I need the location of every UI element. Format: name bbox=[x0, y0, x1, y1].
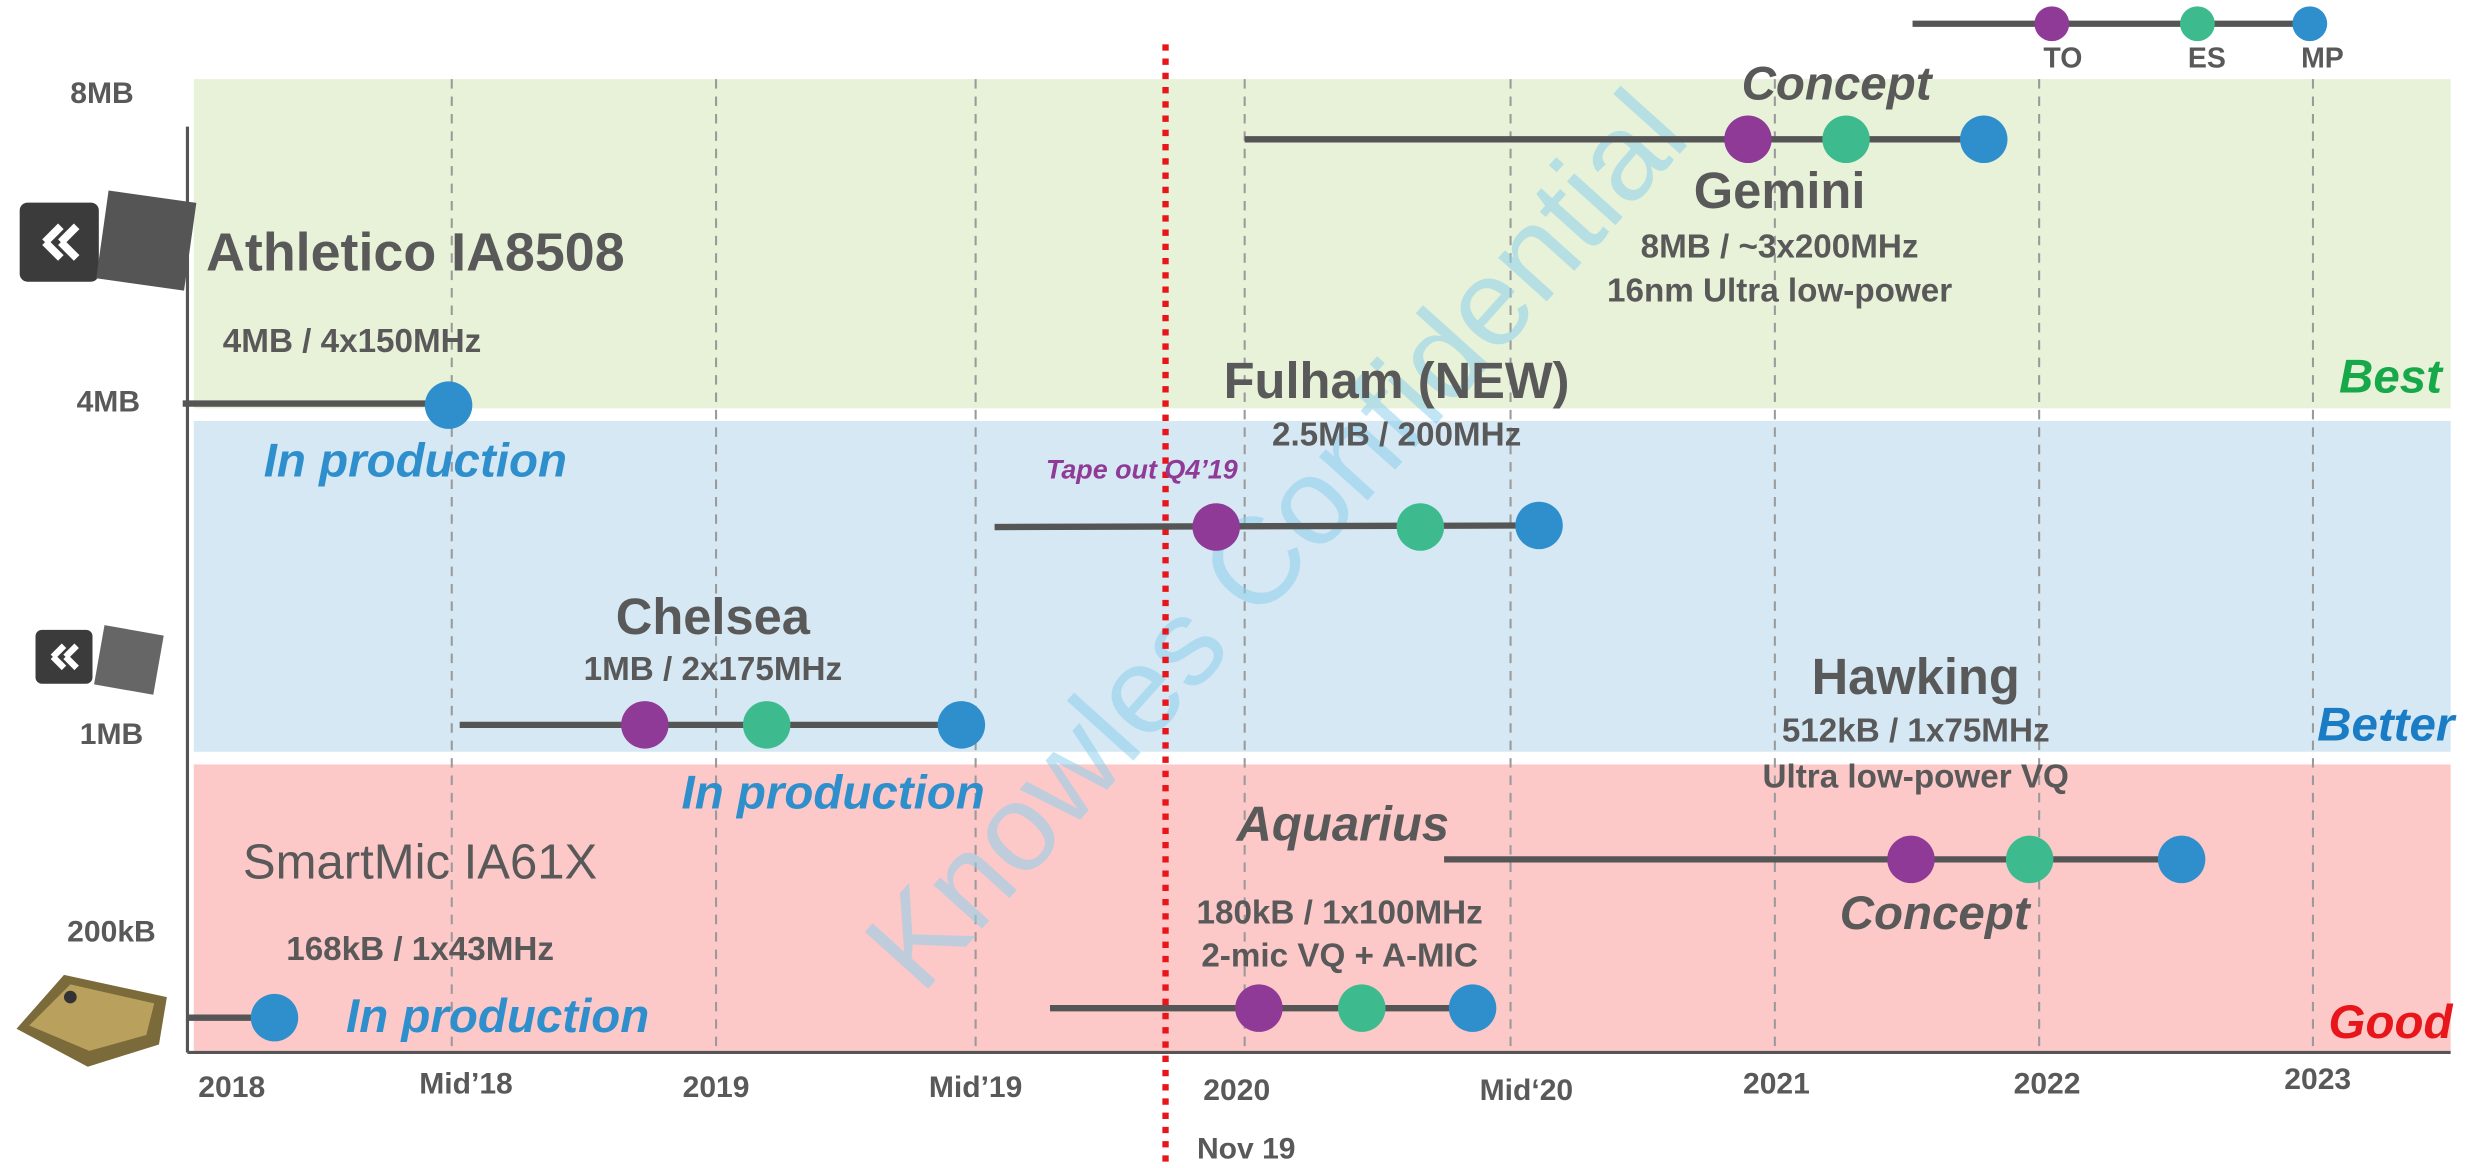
milestone bbox=[1822, 115, 1870, 164]
product-name: Chelsea bbox=[616, 588, 811, 645]
x-label: 2023 bbox=[2284, 1063, 2351, 1096]
product-name: Aquarius bbox=[1236, 798, 1450, 852]
product-name: SmartMic IA61X bbox=[243, 836, 597, 890]
product-status: Concept bbox=[1840, 887, 2032, 940]
milestone bbox=[621, 701, 669, 749]
shape bbox=[94, 625, 164, 695]
product-spec: 16nm Ultra low-power bbox=[1607, 273, 1952, 310]
x-label: 2018 bbox=[198, 1071, 265, 1104]
marker-label: Nov 19 bbox=[1197, 1133, 1296, 1166]
milestone bbox=[2005, 835, 2054, 884]
y-label: 1MB bbox=[80, 718, 143, 751]
product-status: In production bbox=[346, 990, 649, 1043]
tier-label: Good bbox=[2329, 996, 2454, 1049]
timeline bbox=[994, 522, 1540, 531]
x-label: Mid’18 bbox=[419, 1068, 513, 1101]
milestone bbox=[1515, 501, 1563, 550]
chip-icon bbox=[16, 190, 197, 1067]
band-better bbox=[193, 420, 2451, 752]
milestone bbox=[937, 701, 986, 749]
milestone bbox=[1448, 984, 1497, 1032]
milestone bbox=[250, 993, 299, 1042]
milestone bbox=[1192, 503, 1240, 551]
x-label: 2019 bbox=[683, 1071, 750, 1104]
product-status: In production bbox=[264, 434, 567, 487]
milestone bbox=[2180, 6, 2215, 42]
product-name: Hawking bbox=[1812, 648, 2020, 705]
x-label: 2021 bbox=[1743, 1068, 1810, 1101]
x-label: 2022 bbox=[2014, 1068, 2081, 1101]
shape bbox=[96, 190, 197, 291]
product-spec: 168kB / 1x43MHz bbox=[286, 931, 554, 968]
product-spec: 512kB / 1x75MHz bbox=[1782, 713, 2050, 750]
product-spec: 8MB / ~3x200MHz bbox=[1641, 228, 1919, 265]
tier-label: Better bbox=[2317, 699, 2457, 752]
product-name: Fulham (NEW) bbox=[1224, 352, 1570, 409]
x-label: 2020 bbox=[1203, 1074, 1270, 1107]
product-spec: Ultra low-power VQ bbox=[1763, 758, 2069, 795]
milestone bbox=[742, 701, 791, 749]
product-spec: 2-mic VQ + A-MIC bbox=[1201, 937, 1478, 974]
product-spec: 4MB / 4x150MHz bbox=[223, 323, 481, 360]
product-note: Tape out Q4’19 bbox=[1046, 455, 1238, 485]
y-label: 8MB bbox=[70, 77, 133, 110]
product-spec: 2.5MB / 200MHz bbox=[1272, 417, 1521, 454]
y-label: 200kB bbox=[67, 916, 156, 949]
milestone bbox=[64, 990, 77, 1004]
shape bbox=[50, 643, 79, 671]
product-name: Gemini bbox=[1694, 162, 1866, 219]
band-good bbox=[193, 764, 2451, 1051]
milestone bbox=[2157, 835, 2206, 884]
milestone bbox=[2292, 6, 2328, 42]
legend-label: ES bbox=[2188, 43, 2226, 75]
product-spec: 180kB / 1x100MHz bbox=[1197, 895, 1483, 932]
legend: TO ES MP bbox=[1912, 6, 2344, 75]
y-label: 4MB bbox=[77, 386, 140, 419]
x-label: Mid‘20 bbox=[1480, 1074, 1574, 1107]
product-spec: 1MB / 2x175MHz bbox=[584, 651, 842, 688]
milestone bbox=[1724, 115, 1772, 164]
milestone bbox=[1235, 984, 1283, 1032]
milestone bbox=[424, 381, 473, 429]
product-status: In production bbox=[682, 767, 985, 820]
tier-label: Best bbox=[2339, 350, 2444, 403]
band-best bbox=[193, 79, 2451, 409]
shape bbox=[19, 202, 99, 282]
milestone bbox=[2034, 6, 2070, 42]
milestone bbox=[1887, 835, 1935, 884]
milestone bbox=[1396, 503, 1445, 551]
shape bbox=[35, 629, 93, 684]
milestone bbox=[1338, 984, 1386, 1032]
milestone bbox=[1960, 115, 2008, 164]
grid bbox=[450, 79, 2314, 1051]
legend-label: MP bbox=[2301, 43, 2344, 75]
x-label: Mid’19 bbox=[929, 1071, 1023, 1104]
shape bbox=[29, 984, 155, 1051]
legend-label: TO bbox=[2043, 43, 2082, 75]
shape bbox=[42, 223, 80, 261]
product-status: Concept bbox=[1742, 58, 1934, 111]
product-name: Athletico IA8508 bbox=[206, 223, 625, 283]
